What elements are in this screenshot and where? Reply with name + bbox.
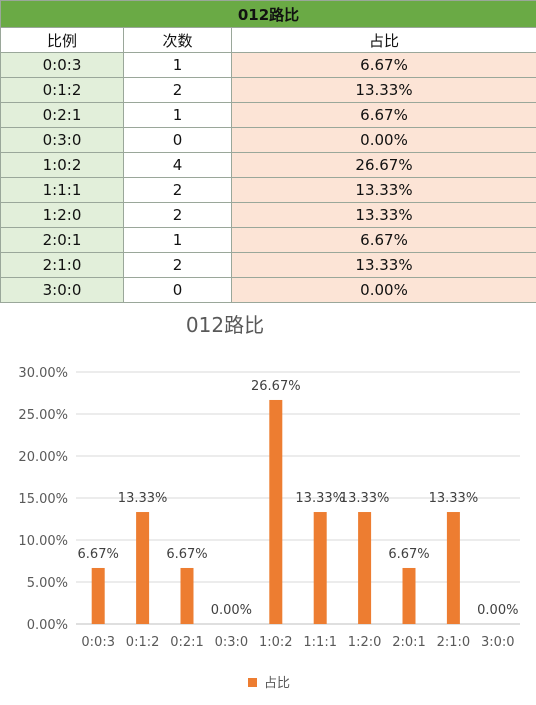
ratio-cell: 0:1:2 — [0, 77, 124, 103]
percent-cell: 13.33% — [230, 177, 536, 203]
count-cell: 1 — [123, 102, 232, 128]
chart-legend: 占比 — [248, 676, 290, 691]
legend-swatch — [248, 678, 257, 687]
percent-cell: 6.67% — [230, 227, 536, 253]
ratio-cell: 2:0:1 — [0, 227, 124, 253]
data-label: 6.67% — [388, 547, 429, 562]
bar — [180, 567, 194, 624]
count-cell: 0 — [123, 277, 232, 303]
header-ratio: 比例 — [0, 27, 124, 53]
count-cell: 1 — [123, 52, 232, 78]
count-cell: 2 — [123, 177, 232, 203]
data-label: 13.33% — [340, 491, 390, 506]
y-tick-label: 15.00% — [18, 492, 68, 507]
x-tick-label: 2:0:1 — [392, 635, 426, 650]
table-row: 1:0:2 4 26.67% — [0, 152, 536, 178]
table-row: 0:2:1 1 6.67% — [0, 102, 536, 128]
x-tick-label: 0:0:3 — [81, 635, 115, 650]
count-cell: 0 — [123, 127, 232, 153]
ratio-cell: 1:0:2 — [0, 152, 124, 178]
count-cell: 4 — [123, 152, 232, 178]
percent-cell: 0.00% — [230, 127, 536, 153]
data-label: 13.33% — [295, 491, 345, 506]
data-label: 0.00% — [211, 603, 252, 618]
x-tick-label: 0:1:2 — [126, 635, 160, 650]
chart-title: 012路比 — [186, 313, 264, 337]
table-row: 2:0:1 1 6.67% — [0, 227, 536, 253]
ratio-table: 012路比 比例 次数 占比 0:0:3 1 6.67% 0:1:2 2 13.33% 0:… — [0, 0, 536, 303]
bar — [402, 567, 416, 624]
count-cell: 2 — [123, 202, 232, 228]
data-label: 6.67% — [166, 547, 207, 562]
percent-cell: 0.00% — [230, 277, 536, 303]
table-row: 0:0:3 1 6.67% — [0, 52, 536, 78]
y-tick-label: 0.00% — [27, 618, 68, 633]
table-row: 3:0:0 0 0.00% — [0, 277, 536, 303]
x-tick-label: 0:3:0 — [215, 635, 249, 650]
bar — [313, 512, 327, 624]
ratio-cell: 0:2:1 — [0, 102, 124, 128]
x-tick-label: 1:0:2 — [259, 635, 293, 650]
table-row: 0:1:2 2 13.33% — [0, 77, 536, 103]
data-label: 26.67% — [251, 379, 301, 394]
data-label: 13.33% — [429, 491, 479, 506]
data-label: 13.33% — [118, 491, 168, 506]
bar — [136, 512, 150, 624]
ratio-cell: 2:1:0 — [0, 252, 124, 278]
data-label: 0.00% — [477, 603, 518, 618]
ratio-cell: 1:2:0 — [0, 202, 124, 228]
table-row: 0:3:0 0 0.00% — [0, 127, 536, 153]
x-tick-label: 1:1:1 — [303, 635, 337, 650]
bar — [358, 512, 372, 624]
y-tick-label: 25.00% — [18, 408, 68, 423]
count-cell: 2 — [123, 252, 232, 278]
percent-cell: 6.67% — [230, 102, 536, 128]
x-tick-label: 2:1:0 — [437, 635, 471, 650]
table-row: 1:2:0 2 13.33% — [0, 202, 536, 228]
ratio-cell: 0:3:0 — [0, 127, 124, 153]
header-count: 次数 — [123, 27, 232, 53]
table-row: 2:1:0 2 13.33% — [0, 252, 536, 278]
y-tick-label: 5.00% — [27, 576, 68, 591]
bar — [91, 567, 105, 624]
bar-chart: 012路比 0.00% 5.00% 10.00% 15.00% 20.00% 25.00%… — [18, 313, 520, 691]
legend-label: 占比 — [264, 676, 290, 691]
count-cell: 2 — [123, 77, 232, 103]
bar — [269, 399, 283, 624]
bar — [446, 512, 460, 624]
percent-cell: 13.33% — [230, 252, 536, 278]
ratio-cell: 1:1:1 — [0, 177, 124, 203]
data-label: 6.67% — [78, 547, 119, 562]
percent-cell: 26.67% — [230, 152, 536, 178]
percent-cell: 6.67% — [230, 52, 536, 78]
x-tick-label: 3:0:0 — [481, 635, 515, 650]
x-tick-label: 0:2:1 — [170, 635, 204, 650]
y-tick-label: 20.00% — [18, 450, 68, 465]
y-tick-label: 10.00% — [18, 534, 68, 549]
y-tick-label: 30.00% — [18, 366, 68, 381]
percent-cell: 13.33% — [230, 77, 536, 103]
ratio-cell: 3:0:0 — [0, 277, 124, 303]
table-title: 012路比 — [0, 0, 536, 28]
percent-cell: 13.33% — [230, 202, 536, 228]
ratio-cell: 0:0:3 — [0, 52, 124, 78]
table-row: 1:1:1 2 13.33% — [0, 177, 536, 203]
header-percent: 占比 — [230, 27, 536, 53]
count-cell: 1 — [123, 227, 232, 253]
x-tick-label: 1:2:0 — [348, 635, 382, 650]
